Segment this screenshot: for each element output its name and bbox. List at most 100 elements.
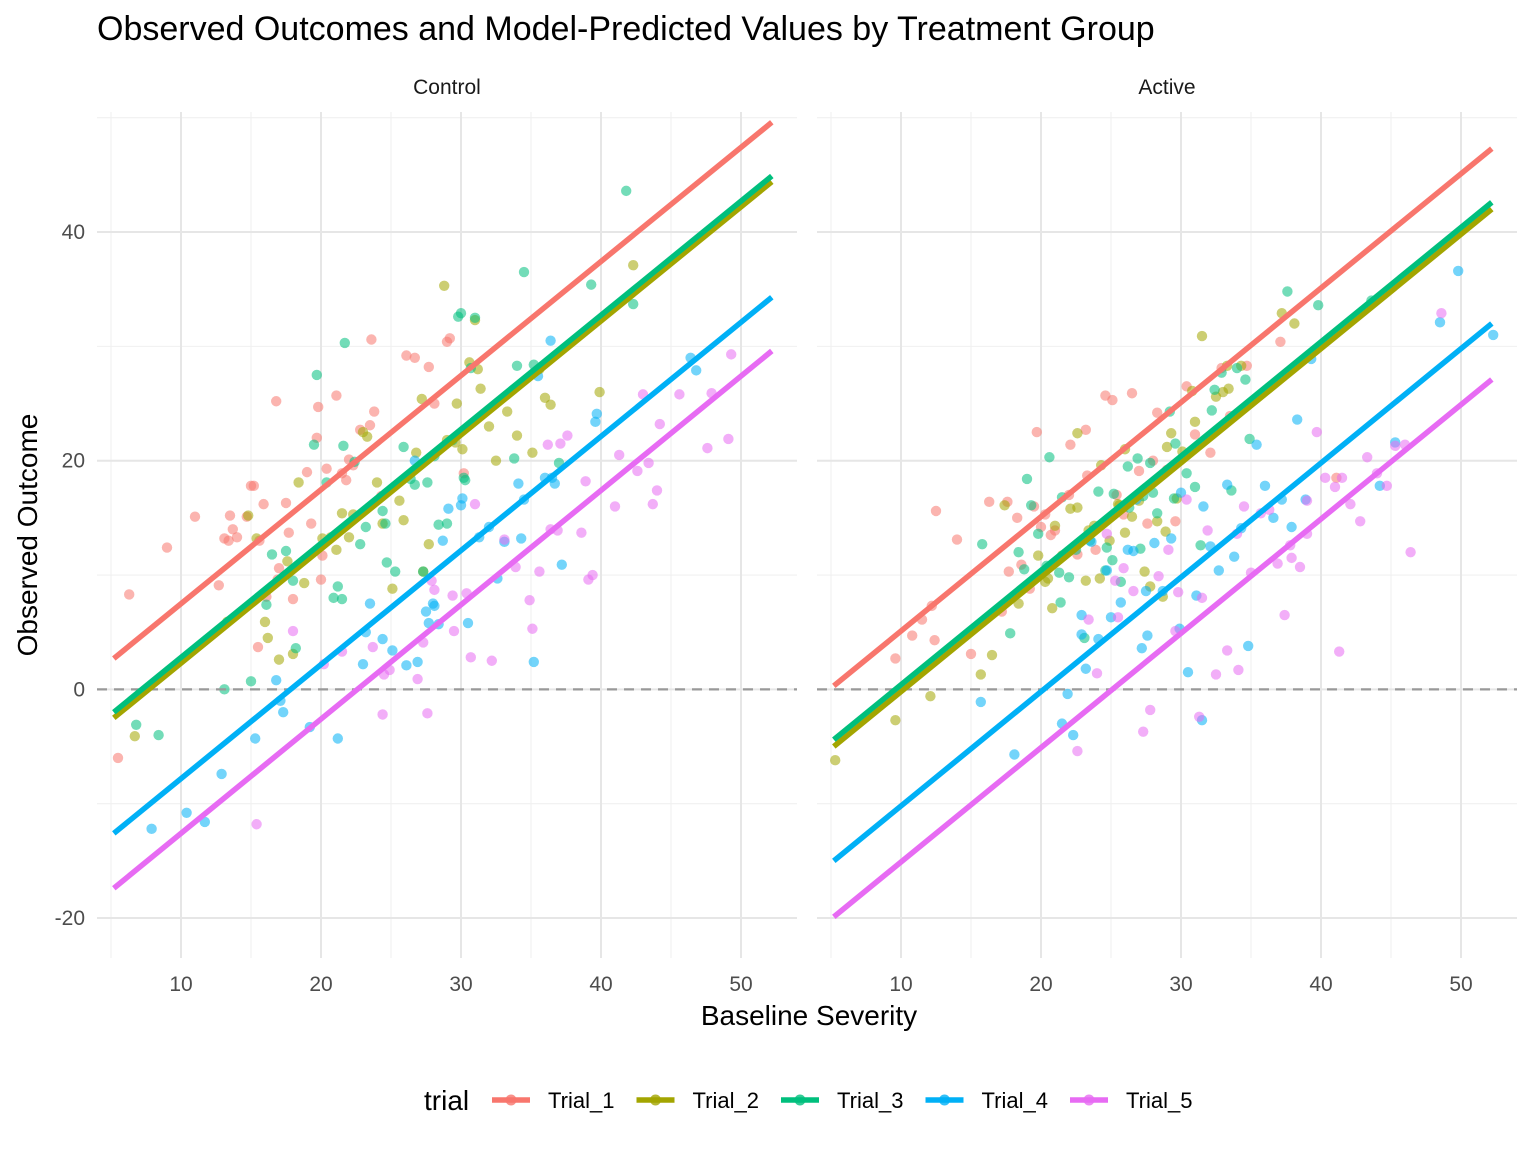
data-point-trial_3 [377, 505, 388, 517]
data-point-trial_4 [401, 660, 412, 671]
data-point-trial_3 [390, 566, 401, 577]
data-point-trial_1 [1170, 516, 1181, 527]
data-point-trial_4 [462, 617, 474, 629]
data-point-trial_1 [124, 589, 135, 600]
data-point-trial_5 [1294, 561, 1306, 573]
data-point-trial_2 [357, 426, 369, 438]
data-point-trial_4 [216, 768, 227, 780]
data-point-trial_1 [1090, 544, 1101, 556]
data-point-trial_5 [723, 433, 734, 445]
chart-title: Observed Outcomes and Model-Predicted Va… [97, 10, 1155, 48]
data-point-trial_2 [293, 477, 304, 488]
fit-line-trial_5 [832, 377, 1494, 919]
data-point-trial_2 [1189, 416, 1201, 428]
data-point-trial_4 [1062, 688, 1073, 700]
data-point-trial_3 [1063, 572, 1075, 583]
data-point-trial_2 [527, 447, 538, 458]
data-point-trial_1 [231, 532, 243, 543]
data-point-trial_1 [1065, 439, 1076, 450]
data-point-trial_4 [437, 535, 448, 546]
data-point-trial_5 [448, 625, 460, 637]
data-point-trial_2 [1166, 428, 1177, 439]
facet-strip-label: Control [413, 76, 481, 99]
data-point-trial_2 [1119, 527, 1131, 538]
data-point-trial_1 [929, 634, 940, 646]
data-point-trial_3 [287, 575, 299, 586]
data-point-trial_2 [243, 510, 254, 521]
data-point-trial_2 [129, 731, 140, 742]
data-point-trial_4 [420, 606, 432, 617]
data-point-trial_4 [1140, 585, 1152, 597]
data-point-trial_1 [1152, 407, 1163, 418]
data-point-trial_5 [1153, 570, 1164, 582]
data-point-trial_1 [409, 352, 420, 363]
data-point-trial_3 [409, 479, 420, 490]
fit-line-trial_4 [112, 295, 774, 836]
data-point-trial_3 [518, 266, 530, 278]
data-point-trial_1 [341, 474, 352, 486]
y-tick-label: 40 [62, 221, 85, 244]
data-point-trial_1 [1275, 336, 1286, 347]
x-tick-label: 20 [1029, 973, 1052, 996]
data-point-trial_3 [1240, 374, 1251, 385]
data-point-trial_5 [1072, 745, 1083, 757]
data-point-trial_3 [453, 311, 464, 322]
data-point-trial_5 [702, 442, 713, 454]
fit-line-trial_2 [112, 179, 774, 721]
data-point-trial_2 [1047, 602, 1058, 614]
data-point-trial_4 [250, 733, 261, 744]
data-point-trial_5 [1101, 528, 1113, 540]
data-point-trial_4 [427, 598, 439, 609]
data-point-trial_2 [999, 500, 1010, 511]
data-point-trial_5 [654, 418, 665, 430]
data-point-trial_4 [1286, 521, 1297, 533]
data-point-trial_2 [1139, 566, 1150, 577]
data-point-trial_5 [1163, 544, 1174, 556]
data-point-trial_3 [360, 521, 371, 533]
data-point-trial_4 [1182, 666, 1194, 678]
data-point-trial_3 [1152, 508, 1163, 519]
data-point-trial_3 [1021, 473, 1033, 485]
data-point-trial_4 [1243, 640, 1254, 652]
data-point-trial_1 [1012, 512, 1023, 524]
data-point-trial_3 [1132, 453, 1143, 464]
data-point-trial_4 [1101, 565, 1113, 576]
data-point-trial_3 [1168, 493, 1180, 504]
data-point-trial_5 [609, 501, 621, 512]
legend-label: Trial_3 [837, 1088, 903, 1113]
data-point-trial_1 [258, 498, 269, 510]
data-point-trial_5 [377, 709, 388, 720]
data-point-trial_5 [1091, 668, 1103, 679]
data-point-trial_1 [1126, 388, 1138, 399]
data-point-trial_4 [545, 335, 556, 346]
data-point-trial_2 [299, 577, 310, 589]
data-point-trial_4 [1175, 487, 1187, 498]
data-point-trial_5 [1436, 308, 1447, 319]
data-point-trial_2 [371, 477, 383, 488]
data-point-trial_4 [590, 416, 601, 428]
data-point-trial_3 [422, 477, 433, 488]
fit-line-trial_3 [832, 200, 1494, 742]
data-point-trial_5 [587, 569, 598, 581]
data-point-trial_4 [528, 656, 539, 668]
data-point-trial_5 [1112, 612, 1124, 623]
data-point-trial_5 [726, 349, 737, 360]
data-point-trial_5 [542, 439, 553, 450]
facet-panel-control: Control 10 20 30 40 50 -20 0 20 40 [55, 76, 797, 996]
data-point-trial_2 [1033, 550, 1044, 561]
data-point-trial_5 [614, 449, 625, 461]
data-point-trial_4 [1128, 545, 1139, 557]
legend-label: Trial_5 [1126, 1088, 1192, 1113]
data-point-trial_4 [1222, 479, 1233, 490]
data-point-trial_3 [1209, 384, 1220, 396]
data-point-trial_3 [398, 441, 409, 453]
data-point-trial_3 [441, 518, 453, 529]
data-point-trial_3 [1189, 481, 1201, 493]
legend-item-trial_5: Trial_5 [1070, 1088, 1192, 1113]
fit-line-trial_5 [112, 348, 774, 891]
data-point-trial_2 [1196, 330, 1208, 342]
data-point-trial_5 [1334, 646, 1345, 657]
data-point-trial_5 [1173, 586, 1184, 598]
data-point-trial_2 [439, 280, 450, 291]
